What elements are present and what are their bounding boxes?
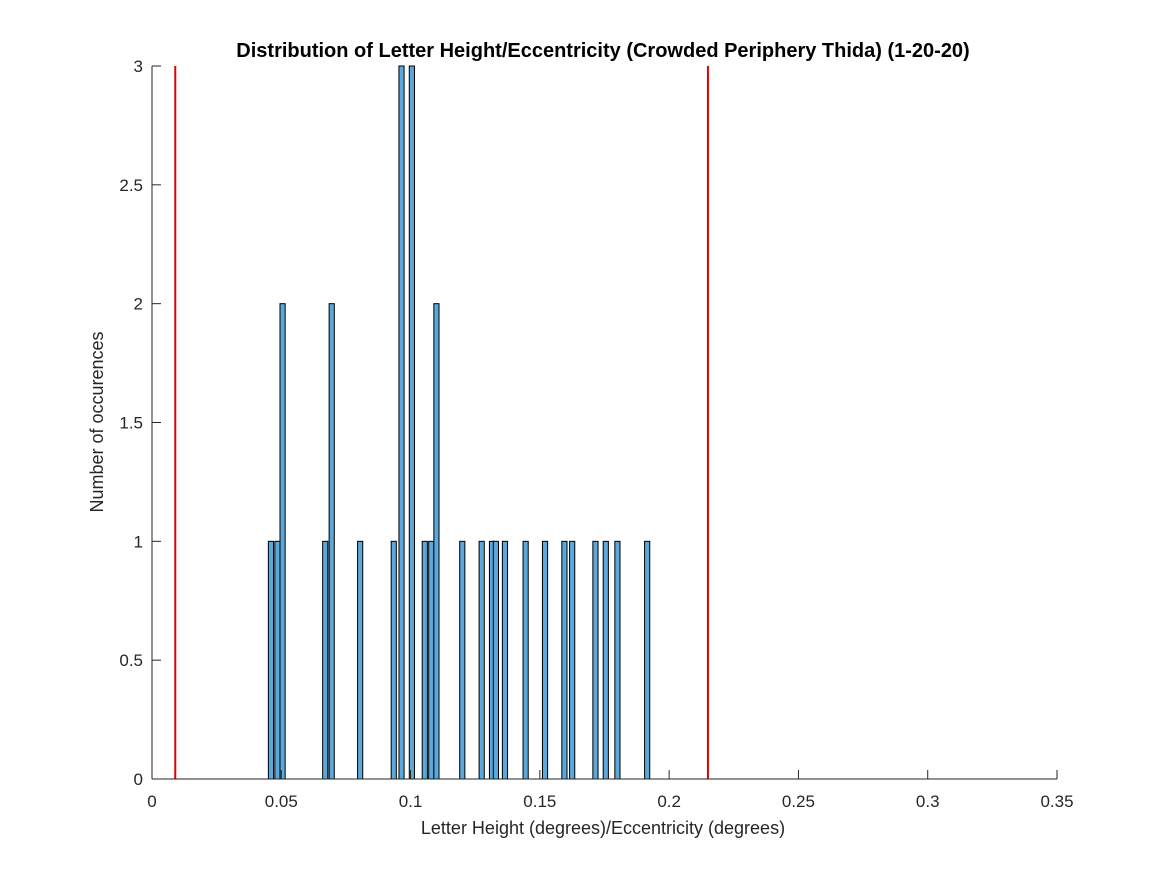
ticks-layer: 0 0.05 0.1 0.15 0.2 0.25 0.3 0.35 0 0.5 1 1.5 2 2.5 3 xyxy=(119,57,1073,811)
x-tick-label-1: 0 xyxy=(147,792,156,811)
histogram-bar-13 xyxy=(459,540,466,780)
reference-lines-layer xyxy=(174,66,709,779)
y-tick-label-7: 3 xyxy=(134,57,143,76)
y-tick-label-3: 1 xyxy=(134,532,143,551)
chart-title: Distribution of Letter Height/Eccentrici… xyxy=(236,40,969,62)
x-axis-label: Letter Height (degrees)/Eccentricity (de… xyxy=(421,818,785,838)
histogram-bar-4 xyxy=(322,540,329,780)
histogram-bar-8 xyxy=(398,65,405,780)
histogram-bar-5 xyxy=(328,303,335,780)
histogram-bar-20 xyxy=(561,540,568,780)
x-tick-label-6: 0.25 xyxy=(782,792,815,811)
y-tick-label-6: 2.5 xyxy=(119,176,143,195)
histogram-bar-19 xyxy=(541,540,549,780)
y-axis-label: Number of occurences xyxy=(87,331,107,512)
histogram-bar-12 xyxy=(433,303,440,780)
y-tick-label-1: 0 xyxy=(134,770,143,789)
x-tick-label-3: 0.1 xyxy=(399,792,423,811)
histogram-bar-14 xyxy=(478,540,485,780)
bars-layer xyxy=(267,65,651,780)
x-tick-label-7: 0.3 xyxy=(916,792,940,811)
histogram-bar-9 xyxy=(408,65,415,780)
histogram-bar-18 xyxy=(522,540,529,780)
histogram-bar-16 xyxy=(492,540,499,780)
x-tick-label-8: 0.35 xyxy=(1040,792,1073,811)
histogram-bar-2 xyxy=(274,540,281,780)
x-tick-label-2: 0.05 xyxy=(265,792,298,811)
histogram-bar-24 xyxy=(614,540,621,780)
x-tick-label-5: 0.2 xyxy=(657,792,681,811)
histogram-bar-7 xyxy=(390,540,397,780)
histogram-bar-3 xyxy=(279,303,286,780)
histogram-bar-10 xyxy=(421,540,428,780)
histogram-bar-1 xyxy=(267,540,275,780)
histogram-bar-25 xyxy=(644,540,651,780)
y-tick-label-4: 1.5 xyxy=(119,414,143,433)
x-tick-label-4: 0.15 xyxy=(523,792,556,811)
y-tick-label-2: 0.5 xyxy=(119,651,143,670)
histogram-bar-21 xyxy=(569,540,576,780)
histogram-bar-23 xyxy=(602,540,609,780)
histogram-bar-11 xyxy=(428,540,435,780)
histogram-bar-17 xyxy=(501,540,509,780)
histogram-bar-22 xyxy=(592,540,599,780)
y-tick-label-5: 2 xyxy=(134,295,143,314)
histogram-bar-6 xyxy=(357,540,364,780)
